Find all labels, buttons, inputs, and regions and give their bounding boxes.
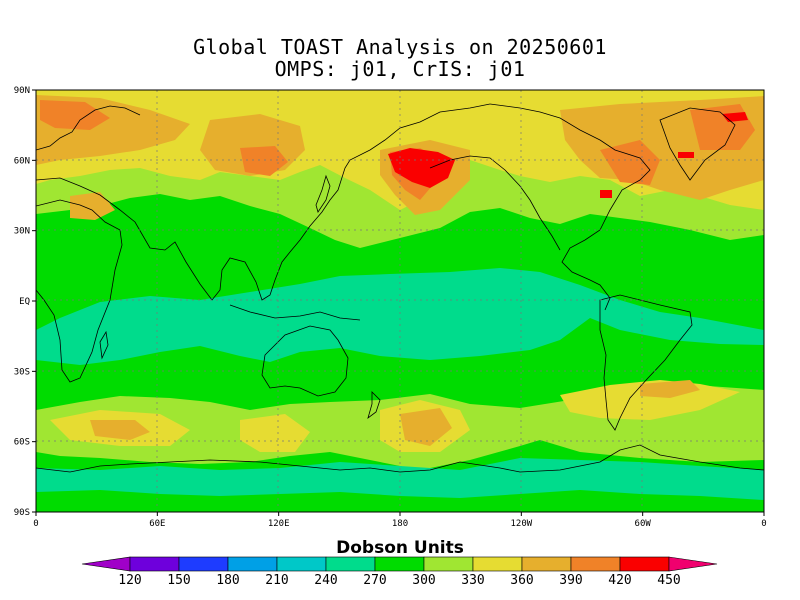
colorbar-swatch	[178, 556, 229, 572]
field-sh-360-patches	[50, 380, 740, 452]
colorbar-swatch	[423, 556, 474, 572]
colorbar-label: 360	[510, 573, 533, 588]
field-tropical-270-band	[36, 268, 764, 365]
colorbar-swatch	[276, 556, 327, 572]
indonesia-coast	[229, 304, 361, 321]
colorbar-swatch	[129, 556, 180, 572]
colorbar-label: 300	[412, 573, 435, 588]
colorbar-label: 450	[657, 573, 680, 588]
lon-label: 120W	[510, 519, 532, 529]
lat-label: 30S	[14, 367, 30, 377]
colorbar-label: 270	[363, 573, 386, 588]
colorbar-swatch	[227, 556, 278, 572]
field-450-max-small	[600, 112, 748, 198]
colorbar-label: 390	[559, 573, 582, 588]
madagascar-coast	[99, 330, 109, 360]
colorbar-swatch	[325, 556, 376, 572]
colorbar-swatch	[521, 556, 572, 572]
colorbar-label: 420	[608, 573, 631, 588]
lat-label: 90S	[14, 508, 30, 518]
colorbar-label: 120	[118, 573, 141, 588]
lat-label: 60S	[14, 438, 30, 448]
lon-label: 0	[761, 519, 766, 529]
japan-coast	[315, 174, 331, 213]
field-450-max-bering	[388, 148, 455, 188]
map-subtitle: OMPS: j01, CrIS: j01	[274, 57, 526, 81]
south-america-coast	[599, 294, 693, 431]
map-title: Global TOAST Analysis on 20250601	[193, 35, 607, 59]
colorbar-label: 240	[314, 573, 337, 588]
colorbar-label: 150	[167, 573, 190, 588]
eurasia-coast	[36, 103, 491, 301]
graticule	[36, 90, 764, 512]
lon-label: 60E	[149, 519, 165, 529]
axis-ticks	[32, 89, 765, 516]
colorbar-min-arrow	[81, 556, 131, 572]
colorbar-swatch	[570, 556, 621, 572]
latitude-labels: 90N 60N 30N EQ 30S 60S 90S	[14, 86, 30, 518]
lon-label: 0	[33, 519, 38, 529]
lat-label: EQ	[19, 297, 30, 307]
lon-label: 180	[392, 519, 408, 529]
colorbar-max-arrow	[668, 556, 718, 572]
colorbar-labels: 120 150 180 210 240 270 300 330 360 390 420 450	[118, 573, 680, 588]
lat-label: 60N	[14, 156, 30, 166]
colorbar-swatch	[374, 556, 425, 572]
australia-coast	[261, 325, 349, 397]
field-nh-420-patches	[40, 100, 755, 200]
colorbar-title: Dobson Units	[336, 538, 464, 558]
north-america-coast	[489, 103, 651, 311]
longitude-labels: 0 60E 120E 180 120W 60W 0	[33, 519, 766, 529]
colorbar	[81, 556, 718, 572]
colorbar-label: 210	[265, 573, 288, 588]
newzealand-coast	[367, 391, 381, 420]
greenland-coast	[659, 107, 736, 181]
africa-coast	[36, 199, 123, 383]
lon-label: 60W	[635, 519, 652, 529]
alaska-coast	[429, 155, 561, 251]
lat-label: 30N	[14, 227, 30, 237]
colorbar-label: 180	[216, 573, 239, 588]
colorbar-swatch	[472, 556, 523, 572]
field-antarctic-270-ring	[36, 458, 764, 500]
colorbar-swatch	[619, 556, 670, 572]
lat-label: 90N	[14, 86, 30, 96]
lon-label: 120E	[268, 519, 290, 529]
europe-coast	[36, 105, 141, 151]
colorbar-label: 330	[461, 573, 484, 588]
